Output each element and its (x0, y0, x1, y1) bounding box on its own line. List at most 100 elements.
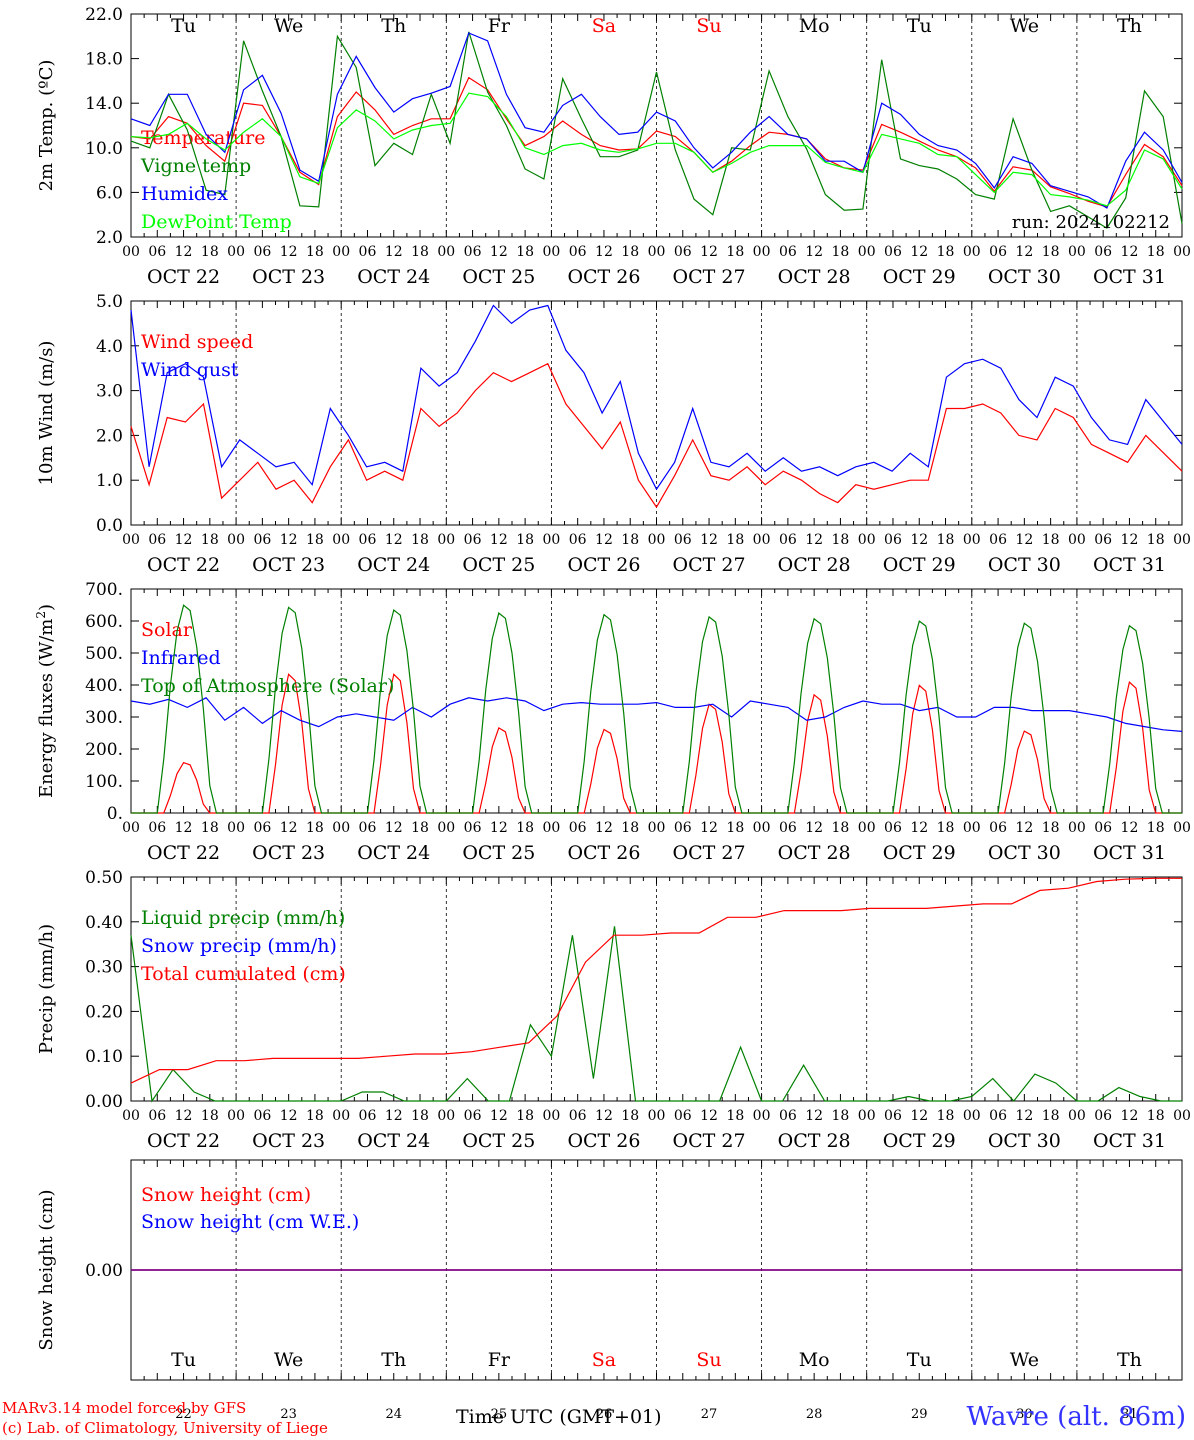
x-tick-label: 06 (148, 244, 166, 260)
weekday-label: We (274, 15, 303, 37)
x-tick-label: 00 (753, 244, 771, 260)
x-tick-label: 06 (884, 1108, 902, 1124)
x-tick-label: 06 (569, 244, 587, 260)
x-tick-label: 18 (306, 532, 324, 548)
date-label: OCT 22 (147, 266, 220, 288)
day-number-label: 23 (280, 1407, 297, 1422)
weekday-label: Su (696, 1349, 721, 1371)
y-tick-label: 0.0 (96, 516, 123, 536)
x-tick-label: 06 (674, 820, 692, 836)
x-tick-label: 12 (280, 244, 298, 260)
day-number-label: 25 (491, 1407, 508, 1422)
x-tick-label: 00 (1173, 1108, 1191, 1124)
x-tick-label: 06 (884, 820, 902, 836)
series-line-infrared (130, 697, 1183, 732)
x-tick-label: 12 (1121, 1108, 1139, 1124)
y-tick-label: 2.0 (96, 228, 123, 248)
legend-entry: Solar (141, 619, 193, 641)
x-tick-label: 06 (148, 532, 166, 548)
x-tick-label: 00 (332, 244, 350, 260)
date-label: OCT 28 (778, 554, 851, 576)
x-tick-label: 12 (385, 244, 403, 260)
x-tick-label: 12 (910, 244, 928, 260)
x-tick-label: 00 (542, 1108, 560, 1124)
date-label: OCT 23 (252, 1130, 325, 1152)
x-tick-label: 12 (175, 532, 193, 548)
series-line-vigne-temp (130, 31, 1183, 229)
x-tick-label: 12 (1015, 820, 1033, 836)
date-label: OCT 30 (988, 1130, 1061, 1152)
date-label: OCT 30 (988, 266, 1061, 288)
series-line-total-cumulated-cm- (130, 877, 1182, 1084)
weekday-label: We (1010, 15, 1039, 37)
weekday-label: Tu (171, 15, 196, 37)
x-tick-label: 00 (227, 532, 245, 548)
weekday-label: Sa (592, 15, 616, 37)
lab-credit: (c) Lab. of Climatology, University of L… (2, 1419, 328, 1437)
x-tick-label: 06 (359, 820, 377, 836)
x-tick-label: 06 (1094, 820, 1112, 836)
day-number-label: 24 (385, 1407, 402, 1422)
x-tick-label: 00 (542, 244, 560, 260)
y-tick-label: 0.00 (85, 1092, 123, 1112)
weekday-label: Fr (488, 15, 511, 37)
y-tick-label: 400. (85, 676, 123, 696)
x-tick-label: 00 (753, 1108, 771, 1124)
weekday-label: Mo (799, 15, 830, 37)
x-tick-label: 06 (359, 244, 377, 260)
date-label: OCT 31 (1093, 554, 1166, 576)
x-tick-label: 00 (963, 244, 981, 260)
date-label: OCT 28 (778, 842, 851, 864)
station-name: Wavre (alt. 86m) (966, 1402, 1186, 1432)
x-tick-label: 18 (726, 1108, 744, 1124)
x-tick-label: 18 (937, 820, 955, 836)
x-tick-label: 12 (700, 820, 718, 836)
model-credit: MARv3.14 model forced by GFS (2, 1399, 247, 1417)
y-tick-label: 0.10 (85, 1047, 123, 1067)
date-label: OCT 26 (567, 266, 640, 288)
date-label: OCT 30 (988, 554, 1061, 576)
x-tick-label: 06 (674, 1108, 692, 1124)
x-tick-label: 06 (569, 1108, 587, 1124)
x-tick-label: 00 (542, 532, 560, 548)
x-tick-label: 06 (779, 820, 797, 836)
x-tick-label: 00 (963, 532, 981, 548)
x-tick-label: 06 (464, 244, 482, 260)
x-tick-label: 00 (332, 532, 350, 548)
x-tick-label: 18 (726, 820, 744, 836)
date-label: OCT 24 (357, 842, 430, 864)
series-line-liquid-precip-mm-h- (130, 926, 1182, 1103)
y-tick-label: 14.0 (85, 94, 123, 114)
x-tick-label: 00 (753, 532, 771, 548)
x-tick-label: 18 (201, 1108, 219, 1124)
x-tick-label: 12 (805, 820, 823, 836)
date-label: OCT 24 (357, 266, 430, 288)
date-label: OCT 27 (673, 1130, 746, 1152)
weekday-label: Tu (171, 1349, 196, 1371)
series-line-temperature (130, 76, 1183, 208)
y-tick-label: 2.0 (96, 426, 123, 446)
legend-entry: Snow height (cm W.E.) (141, 1211, 359, 1233)
x-tick-label: 18 (832, 820, 850, 836)
x-tick-label: 12 (490, 820, 508, 836)
x-tick-label: 00 (963, 1108, 981, 1124)
legend-entry: Total cumulated (cm) (141, 963, 346, 985)
date-label: OCT 22 (147, 1130, 220, 1152)
x-tick-label: 06 (253, 820, 271, 836)
x-tick-label: 00 (542, 820, 560, 836)
x-tick-label: 12 (1015, 244, 1033, 260)
x-tick-label: 18 (1042, 244, 1060, 260)
y-tick-label: 10.0 (85, 139, 123, 159)
x-tick-label: 12 (385, 1108, 403, 1124)
series-line-wind-gust (130, 304, 1183, 491)
x-tick-label: 06 (253, 244, 271, 260)
weekday-label: We (1010, 1349, 1039, 1371)
weekday-label: We (274, 1349, 303, 1371)
y-tick-label: 300. (85, 708, 123, 728)
x-tick-label: 12 (385, 820, 403, 836)
plot-frame (130, 13, 1183, 238)
weekday-label: Fr (488, 1349, 511, 1371)
x-tick-label: 00 (437, 1108, 455, 1124)
x-tick-label: 06 (359, 532, 377, 548)
